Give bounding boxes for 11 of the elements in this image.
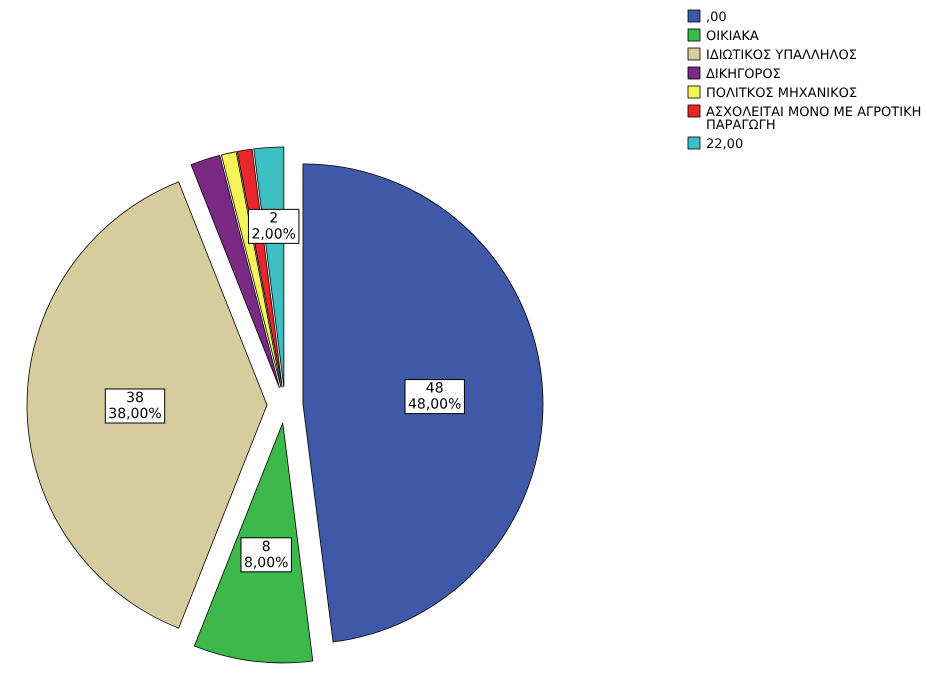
- legend-label: ΟΙΚΙΑΚΑ: [706, 29, 759, 44]
- data-label: 48 48,00%: [408, 380, 462, 413]
- data-label: 8 8,00%: [244, 538, 288, 571]
- data-label: 2 2,00%: [251, 210, 296, 242]
- legend-label: ΔΙΚΗΓΟΡΟΣ: [706, 67, 781, 82]
- legend-label: ,00: [706, 10, 727, 25]
- data-label: 38 38,00%: [108, 390, 162, 422]
- legend-label: 22,00: [706, 137, 744, 152]
- legend-label: ΑΣΧΟΛΕΙΤΑΙ ΜΟΝΟ ΜΕ ΑΓΡΟΤΙΚΗ ΠΑΡΑΓΩΓΗ: [706, 105, 922, 133]
- legend-label: ΙΔΙΩΤΙΚΟΣ ΥΠΑΛΛΗΛΟΣ: [706, 48, 857, 63]
- legend-label: ΠΟΛΙΤΚΟΣ ΜΗΧΑΝΙΚΟΣ: [706, 86, 858, 101]
